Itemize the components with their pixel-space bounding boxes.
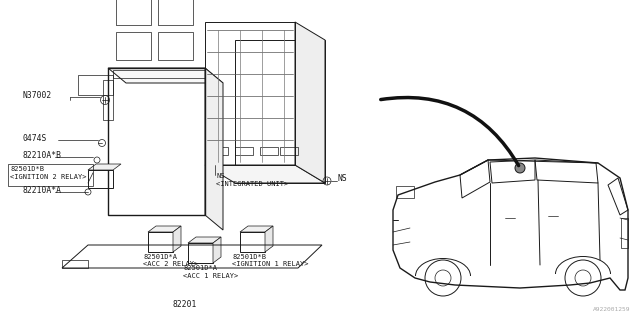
Bar xyxy=(158,32,193,60)
Polygon shape xyxy=(213,237,221,263)
Text: 0474S: 0474S xyxy=(22,133,46,142)
Polygon shape xyxy=(295,22,325,183)
Text: 82501D*B
<IGNITION 2 RELAY>: 82501D*B <IGNITION 2 RELAY> xyxy=(10,166,86,180)
Text: NS
<INTEGRATED UNIT>: NS <INTEGRATED UNIT> xyxy=(216,173,288,187)
Polygon shape xyxy=(108,68,223,83)
Text: 82501D*A
<ACC 1 RELAY>: 82501D*A <ACC 1 RELAY> xyxy=(183,265,238,278)
Text: 82210A*A: 82210A*A xyxy=(22,186,61,195)
Text: NS: NS xyxy=(337,173,347,182)
Bar xyxy=(280,147,298,155)
Polygon shape xyxy=(173,226,181,252)
Polygon shape xyxy=(240,226,273,232)
Text: 82210A*B: 82210A*B xyxy=(22,150,61,159)
Text: N37002: N37002 xyxy=(22,91,51,100)
Bar xyxy=(210,147,228,155)
Text: 82201: 82201 xyxy=(173,300,197,309)
FancyArrowPatch shape xyxy=(381,98,518,165)
Bar xyxy=(116,0,151,25)
Text: 82501D*A
<ACC 2 RELAY>: 82501D*A <ACC 2 RELAY> xyxy=(143,254,198,268)
Polygon shape xyxy=(265,226,273,252)
Bar xyxy=(235,147,253,155)
Bar xyxy=(8,164,93,186)
Text: 82501D*B
<IGNITION 1 RELAY>: 82501D*B <IGNITION 1 RELAY> xyxy=(232,254,308,268)
Polygon shape xyxy=(205,165,325,183)
Bar xyxy=(396,186,414,198)
Polygon shape xyxy=(88,164,121,170)
Bar xyxy=(621,218,628,248)
Bar xyxy=(113,70,205,78)
Polygon shape xyxy=(148,226,181,232)
Circle shape xyxy=(515,163,525,173)
Bar xyxy=(116,32,151,60)
Bar xyxy=(260,147,278,155)
Bar xyxy=(158,0,193,25)
Polygon shape xyxy=(188,237,221,243)
Polygon shape xyxy=(205,68,223,230)
Text: A922001259: A922001259 xyxy=(593,307,630,312)
